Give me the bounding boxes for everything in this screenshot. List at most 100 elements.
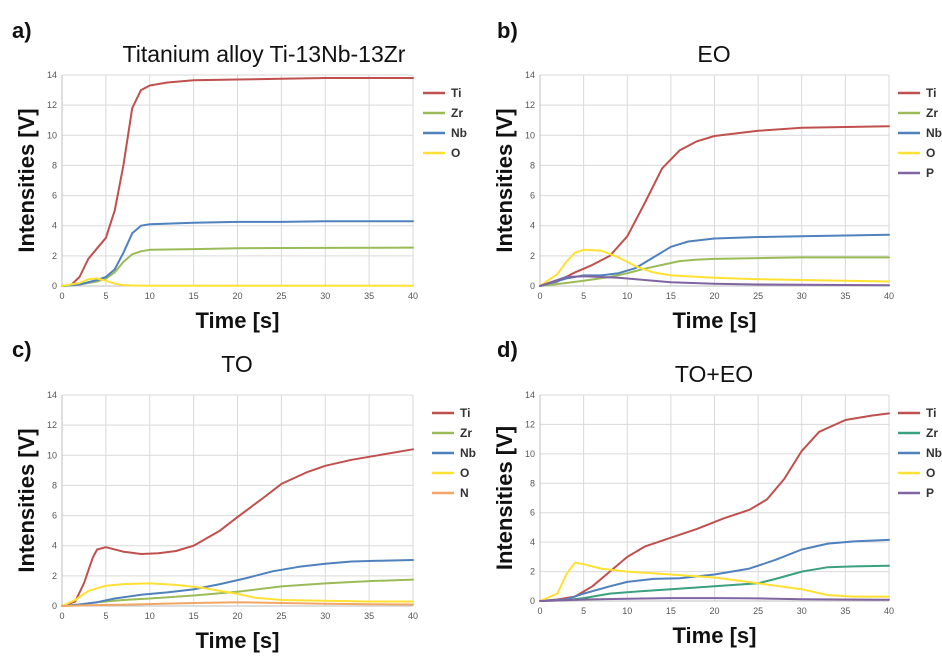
y-axis-label: Intensities [V] <box>492 108 517 252</box>
x-tick-label: 25 <box>753 291 763 301</box>
x-tick-label: 35 <box>364 291 374 301</box>
x-axis-label: Time [s] <box>196 308 280 333</box>
x-tick-label: 15 <box>189 291 199 301</box>
y-tick-label: 10 <box>525 449 535 459</box>
x-tick-label: 0 <box>59 291 64 301</box>
y-tick-label: 10 <box>47 450 57 460</box>
chart-panel-3: 0 5 10 15 20 25 30 35 40 0 2 4 6 8 10 12 14 Time [s] Inten… <box>12 337 476 653</box>
y-tick-label: 8 <box>530 160 535 170</box>
x-axis-label: Time [s] <box>673 308 757 333</box>
x-tick-label: 25 <box>276 291 286 301</box>
y-tick-label: 0 <box>52 281 57 291</box>
series-line-p <box>539 597 890 602</box>
y-tick-label: 0 <box>530 596 535 606</box>
y-axis-label: Intensities [V] <box>14 108 39 252</box>
x-tick-label: 5 <box>103 611 108 621</box>
legend-label-nb: Nb <box>460 446 476 460</box>
y-tick-label: 6 <box>52 511 57 521</box>
x-tick-label: 25 <box>276 611 286 621</box>
panel-letter: c) <box>12 337 32 362</box>
series-line-ti <box>539 125 890 287</box>
legend-label-zr: Zr <box>926 106 938 120</box>
y-tick-label: 12 <box>525 419 535 429</box>
series-line-o <box>61 277 414 287</box>
x-tick-label: 10 <box>145 291 155 301</box>
chart-title: EO <box>697 41 730 67</box>
y-axis-label: Intensities [V] <box>14 428 39 572</box>
legend-label-p: P <box>926 486 934 500</box>
y-tick-label: 14 <box>47 390 57 400</box>
x-tick-label: 5 <box>103 291 108 301</box>
chart-title: TO <box>221 351 253 377</box>
legend-label-nb: Nb <box>926 126 942 140</box>
legend-label-o: O <box>451 146 460 160</box>
x-tick-label: 25 <box>753 606 763 616</box>
series-line-o <box>539 561 890 602</box>
y-tick-label: 4 <box>52 541 57 551</box>
x-tick-label: 10 <box>622 606 632 616</box>
x-tick-label: 35 <box>840 291 850 301</box>
y-tick-label: 8 <box>52 480 57 490</box>
y-tick-label: 12 <box>525 100 535 110</box>
panel-letter: b) <box>497 18 518 43</box>
y-tick-label: 10 <box>47 130 57 140</box>
legend-label-nb: Nb <box>926 446 942 460</box>
x-tick-label: 30 <box>797 606 807 616</box>
series-line-ti <box>61 77 414 287</box>
series-line-zr <box>539 256 890 287</box>
chart-panel-1: 0 5 10 15 20 25 30 35 40 0 2 4 6 8 10 12 14 Time [s] Inten… <box>12 18 467 333</box>
x-tick-label: 0 <box>537 606 542 616</box>
series-line-o <box>539 248 890 287</box>
legend-label-zr: Zr <box>451 106 463 120</box>
legend-label-nb: Nb <box>451 126 467 140</box>
y-tick-label: 2 <box>52 571 57 581</box>
y-tick-label: 14 <box>47 70 57 80</box>
x-tick-label: 20 <box>709 291 719 301</box>
y-axis-label: Intensities [V] <box>492 426 517 570</box>
y-tick-label: 8 <box>530 478 535 488</box>
x-tick-label: 20 <box>709 606 719 616</box>
x-tick-label: 40 <box>408 611 418 621</box>
series-line-o <box>61 582 414 607</box>
y-tick-label: 4 <box>530 537 535 547</box>
y-tick-label: 2 <box>530 251 535 261</box>
x-axis-label: Time [s] <box>673 623 757 648</box>
chart-panel-4: 0 5 10 15 20 25 30 35 40 0 2 4 6 8 10 12 14 Time [s] Inten… <box>492 337 942 648</box>
legend-label-n: N <box>460 486 469 500</box>
legend-label-o: O <box>460 466 469 480</box>
x-tick-label: 35 <box>840 606 850 616</box>
y-tick-label: 14 <box>525 390 535 400</box>
x-tick-label: 15 <box>666 291 676 301</box>
series-line-nb <box>61 559 414 607</box>
y-tick-label: 6 <box>52 191 57 201</box>
legend-label-ti: Ti <box>451 86 461 100</box>
y-tick-label: 14 <box>525 70 535 80</box>
x-tick-label: 40 <box>884 606 894 616</box>
series-line-zr <box>539 564 890 602</box>
series-line-n <box>61 601 414 607</box>
series-line-p <box>539 275 890 287</box>
y-tick-label: 8 <box>52 160 57 170</box>
legend-label-zr: Zr <box>926 426 938 440</box>
y-tick-label: 4 <box>530 221 535 231</box>
legend-label-zr: Zr <box>460 426 472 440</box>
x-tick-label: 20 <box>232 611 242 621</box>
x-tick-label: 10 <box>622 291 632 301</box>
x-tick-label: 10 <box>145 611 155 621</box>
y-tick-label: 6 <box>530 508 535 518</box>
x-tick-label: 20 <box>232 291 242 301</box>
x-tick-label: 5 <box>581 606 586 616</box>
x-tick-label: 40 <box>408 291 418 301</box>
x-axis-label: Time [s] <box>196 628 280 653</box>
x-tick-label: 40 <box>884 291 894 301</box>
chart-title: TO+EO <box>675 361 753 387</box>
x-tick-label: 35 <box>364 611 374 621</box>
legend-label-ti: Ti <box>926 406 936 420</box>
chart-panel-2: 0 5 10 15 20 25 30 35 40 0 2 4 6 8 10 12 14 Time [s] Inten… <box>492 18 942 333</box>
x-tick-label: 30 <box>320 291 330 301</box>
y-tick-label: 4 <box>52 221 57 231</box>
x-tick-label: 30 <box>797 291 807 301</box>
legend-label-ti: Ti <box>460 406 470 420</box>
y-tick-label: 6 <box>530 191 535 201</box>
